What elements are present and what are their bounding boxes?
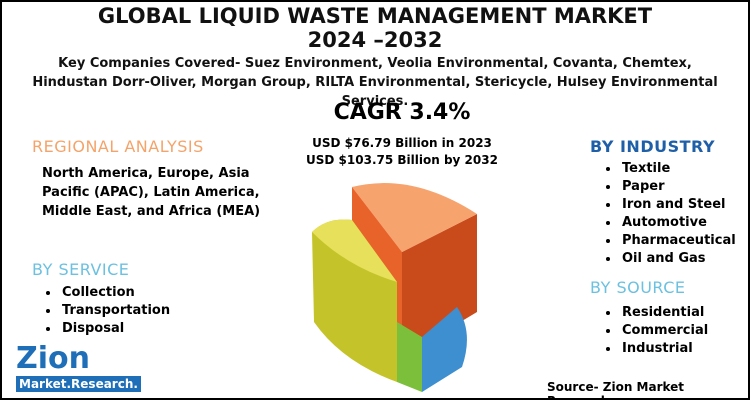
list-item: Pharmaceutical: [620, 232, 736, 250]
list-item: Disposal: [60, 320, 170, 338]
industry-list: TextilePaperIron and SteelAutomotivePhar…: [602, 160, 736, 268]
title-line: 2024 –2032: [307, 28, 443, 52]
list-item: Oil and Gas: [620, 250, 736, 268]
value-2023: USD $76.79 Billion in 2023: [312, 136, 492, 150]
subtitle: Key Companies Covered- Suez Environment,…: [32, 56, 718, 109]
value-2032: USD $103.75 Billion by 2032: [306, 153, 498, 167]
source-list: ResidentialCommercialIndustrial: [602, 304, 708, 358]
industry-heading: BY INDUSTRY: [590, 137, 716, 156]
service-heading: BY SERVICE: [32, 260, 130, 279]
list-item: Industrial: [620, 340, 708, 358]
logo-tagline: Market.Research.: [16, 376, 141, 392]
list-item: Collection: [60, 284, 170, 302]
source-heading: BY SOURCE: [590, 278, 686, 297]
list-item: Iron and Steel: [620, 196, 736, 214]
slice-top: [352, 183, 477, 252]
pie-graphic: [312, 183, 477, 392]
title-line: GLOBAL LIQUID WASTE MANAGEMENT MARKET: [97, 4, 653, 28]
regional-heading: REGIONAL ANALYSIS: [32, 137, 204, 156]
list-item: Paper: [620, 178, 736, 196]
regional-text: North America, Europe, Asia Pacific (APA…: [42, 166, 261, 219]
list-item: Automotive: [620, 214, 736, 232]
title: GLOBAL LIQUID WASTE MANAGEMENT MARKET 20…: [2, 4, 748, 52]
source-note: Source- Zion Market Research: [547, 380, 685, 398]
service-list: CollectionTransportationDisposal: [42, 284, 170, 338]
slice-green: [397, 322, 422, 392]
slice-blue: [422, 307, 467, 392]
list-item: Commercial: [620, 322, 708, 340]
list-item: Residential: [620, 304, 708, 322]
logo: Zion Market.Research.: [16, 344, 141, 392]
list-item: Textile: [620, 160, 736, 178]
list-item: Transportation: [60, 302, 170, 320]
cagr: CAGR 3.4%: [333, 100, 471, 125]
logo-name: Zion: [16, 341, 91, 376]
slice-yellow-top: [312, 219, 397, 282]
